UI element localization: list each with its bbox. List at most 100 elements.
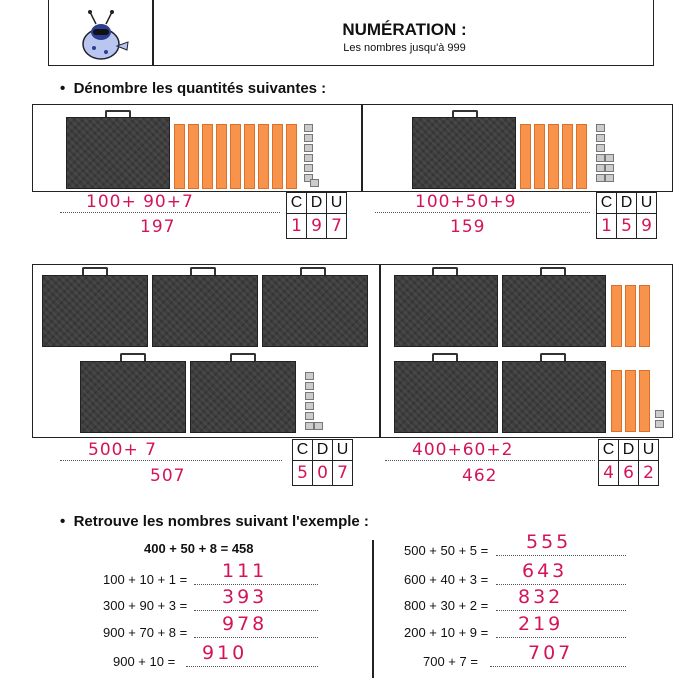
col-d: D: [307, 193, 327, 214]
digit-c: 1: [287, 214, 307, 239]
answer-right-1: 555: [526, 531, 571, 553]
exercise-3-sum: 500+ 7: [88, 440, 157, 460]
unit-cube: [596, 164, 605, 172]
hundred-block: [42, 275, 148, 347]
ten-rod: [639, 370, 650, 432]
equation-left-4: 900 + 10 =: [113, 654, 175, 669]
ten-rod: [562, 124, 573, 189]
ten-rod: [611, 370, 622, 432]
unit-cube: [305, 422, 314, 430]
equation-right-3: 800 + 30 + 2 =: [404, 598, 488, 613]
unit-cube: [596, 154, 605, 162]
digit-u: 7: [327, 214, 347, 239]
unit-cube: [655, 420, 664, 428]
answer-left-4: 910: [202, 642, 247, 664]
hundred-block: [152, 275, 258, 347]
digit-c: 5: [293, 461, 313, 486]
unit-cube: [596, 174, 605, 182]
unit-cube: [305, 412, 314, 420]
ten-rod: [625, 285, 636, 347]
digit-c: 1: [597, 214, 617, 239]
col-d: D: [619, 440, 639, 461]
answer-line: [496, 584, 626, 585]
hundred-block: [190, 361, 296, 433]
ten-rod: [548, 124, 559, 189]
digit-d: 9: [307, 214, 327, 239]
ten-rod: [188, 124, 199, 189]
section1-heading: • Dénombre les quantités suivantes :: [60, 80, 326, 97]
equation-left-2: 300 + 90 + 3 =: [103, 598, 187, 613]
ten-rod: [520, 124, 531, 189]
ten-rod: [286, 124, 297, 189]
answer-line: [194, 610, 318, 611]
cdu-table-4: CDU 462: [598, 439, 659, 486]
unit-cube: [605, 154, 614, 162]
equation-right-2: 600 + 40 + 3 =: [404, 572, 488, 587]
exercise-2-sum: 100+50+9: [415, 192, 516, 212]
digit-d: 0: [313, 461, 333, 486]
unit-cube: [305, 402, 314, 410]
exercise-2-total: 159: [450, 217, 485, 237]
section2-heading: • Retrouve les nombres suivant l'exemple…: [60, 513, 369, 530]
ten-rod: [174, 124, 185, 189]
unit-cube: [304, 164, 313, 172]
exercise-3-total: 507: [150, 466, 185, 486]
hundred-block: [80, 361, 186, 433]
answer-line: [194, 637, 318, 638]
digit-u: 2: [639, 461, 659, 486]
answer-line: [490, 666, 626, 667]
hundred-block: [502, 275, 606, 347]
equation-left-1: 100 + 10 + 1 =: [103, 572, 187, 587]
unit-cube: [305, 382, 314, 390]
equation-left-3: 900 + 70 + 8 =: [103, 625, 187, 640]
unit-cube: [655, 410, 664, 418]
equation-right-4: 200 + 10 + 9 =: [404, 625, 488, 640]
ten-rod: [202, 124, 213, 189]
bullet: •: [60, 513, 74, 530]
col-u: U: [637, 193, 657, 214]
ten-rod: [216, 124, 227, 189]
ten-rod: [272, 124, 283, 189]
unit-cube: [605, 164, 614, 172]
page-subtitle: Les nombres jusqu'à 999: [155, 42, 654, 54]
bullet: •: [60, 80, 74, 97]
col-u: U: [639, 440, 659, 461]
exercise-1-total: 197: [140, 217, 175, 237]
answer-right-2: 643: [522, 560, 567, 582]
unit-cube: [596, 144, 605, 152]
hundred-block: [394, 361, 498, 433]
hundred-block: [262, 275, 368, 347]
unit-cube: [305, 392, 314, 400]
digit-c: 4: [599, 461, 619, 486]
ten-rod: [534, 124, 545, 189]
example-equation: 400 + 50 + 8 = 458: [144, 541, 254, 556]
answer-left-2: 393: [222, 586, 267, 608]
exercise-4-sum: 400+60+2: [412, 440, 513, 460]
ten-rod: [625, 370, 636, 432]
col-c: C: [597, 193, 617, 214]
unit-cube: [605, 174, 614, 182]
answer-line: [385, 460, 595, 461]
digit-u: 9: [637, 214, 657, 239]
answer-line: [496, 637, 626, 638]
ten-rod: [244, 124, 255, 189]
section2-divider: [372, 540, 374, 678]
answer-line: [60, 460, 282, 461]
col-u: U: [333, 440, 353, 461]
hundred-block: [412, 117, 516, 189]
page-title: NUMÉRATION :: [155, 20, 654, 40]
ten-rod: [639, 285, 650, 347]
hundred-block: [66, 117, 170, 189]
hundred-block: [394, 275, 498, 347]
answer-line: [375, 212, 590, 213]
answer-line: [496, 555, 626, 556]
ten-rod: [576, 124, 587, 189]
header-divider: [152, 0, 154, 66]
col-c: C: [599, 440, 619, 461]
unit-cube: [304, 124, 313, 132]
equation-right-1: 500 + 50 + 5 =: [404, 543, 488, 558]
equation-right-5: 700 + 7 =: [423, 654, 478, 669]
